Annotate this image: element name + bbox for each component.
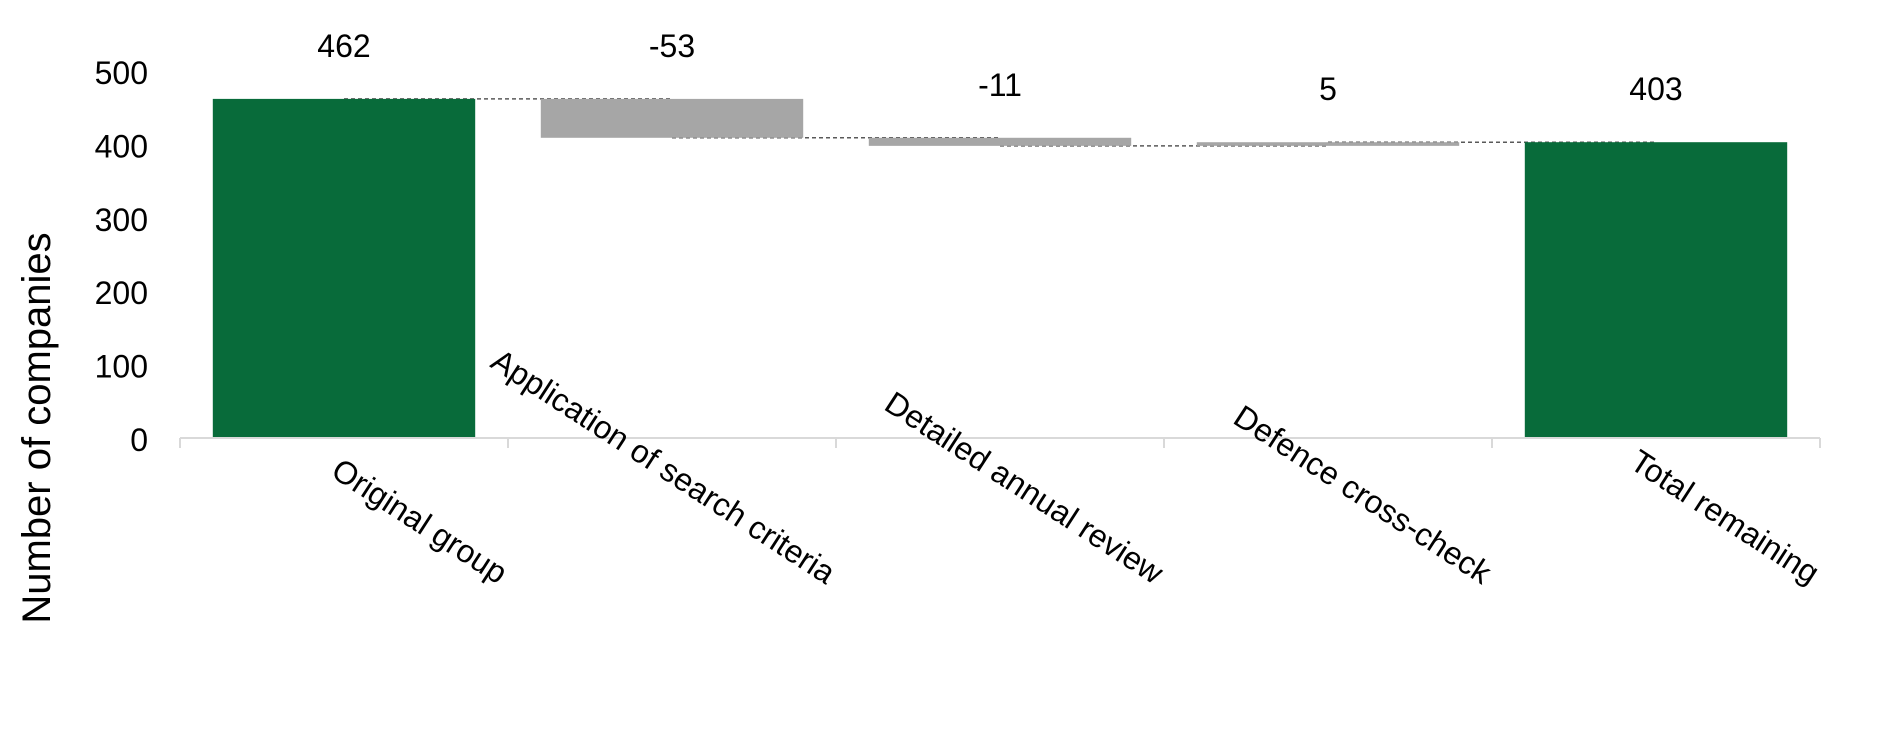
x-tick-label: Detailed annual review [879, 384, 1171, 591]
y-axis-ticks: 0 100 200 300 400 500 [95, 55, 148, 458]
bar-original-group [212, 98, 476, 438]
bar-total-remaining [1524, 142, 1788, 438]
y-tick-label: 500 [95, 55, 148, 91]
data-labels: 462 -53 -11 5 403 [317, 28, 1682, 107]
data-label: -11 [978, 67, 1022, 103]
data-label: 403 [1629, 71, 1682, 107]
x-tick-label: Total remaining [1624, 442, 1826, 590]
data-label: 462 [317, 28, 370, 64]
y-tick-label: 0 [130, 422, 148, 458]
x-axis [179, 437, 1821, 448]
y-axis-title-group: Number of companies [15, 232, 59, 623]
data-label: 5 [1319, 71, 1337, 107]
bar-detailed-annual-review [868, 137, 1132, 146]
y-tick-label: 200 [95, 275, 148, 311]
x-tick-label: Original group [326, 451, 514, 591]
y-tick-label: 400 [95, 128, 148, 164]
x-tick-label: Application of search criteria [485, 342, 842, 591]
bars [212, 98, 1788, 438]
y-axis-title: Number of companies [15, 232, 59, 623]
data-label: -53 [649, 28, 695, 64]
y-tick-label: 100 [95, 349, 148, 385]
bar-application-of-search-criteria [540, 98, 804, 138]
bar-defence-cross-check [1196, 142, 1460, 146]
y-tick-label: 300 [95, 202, 148, 238]
x-tick-label: Defence cross-check [1228, 398, 1499, 591]
